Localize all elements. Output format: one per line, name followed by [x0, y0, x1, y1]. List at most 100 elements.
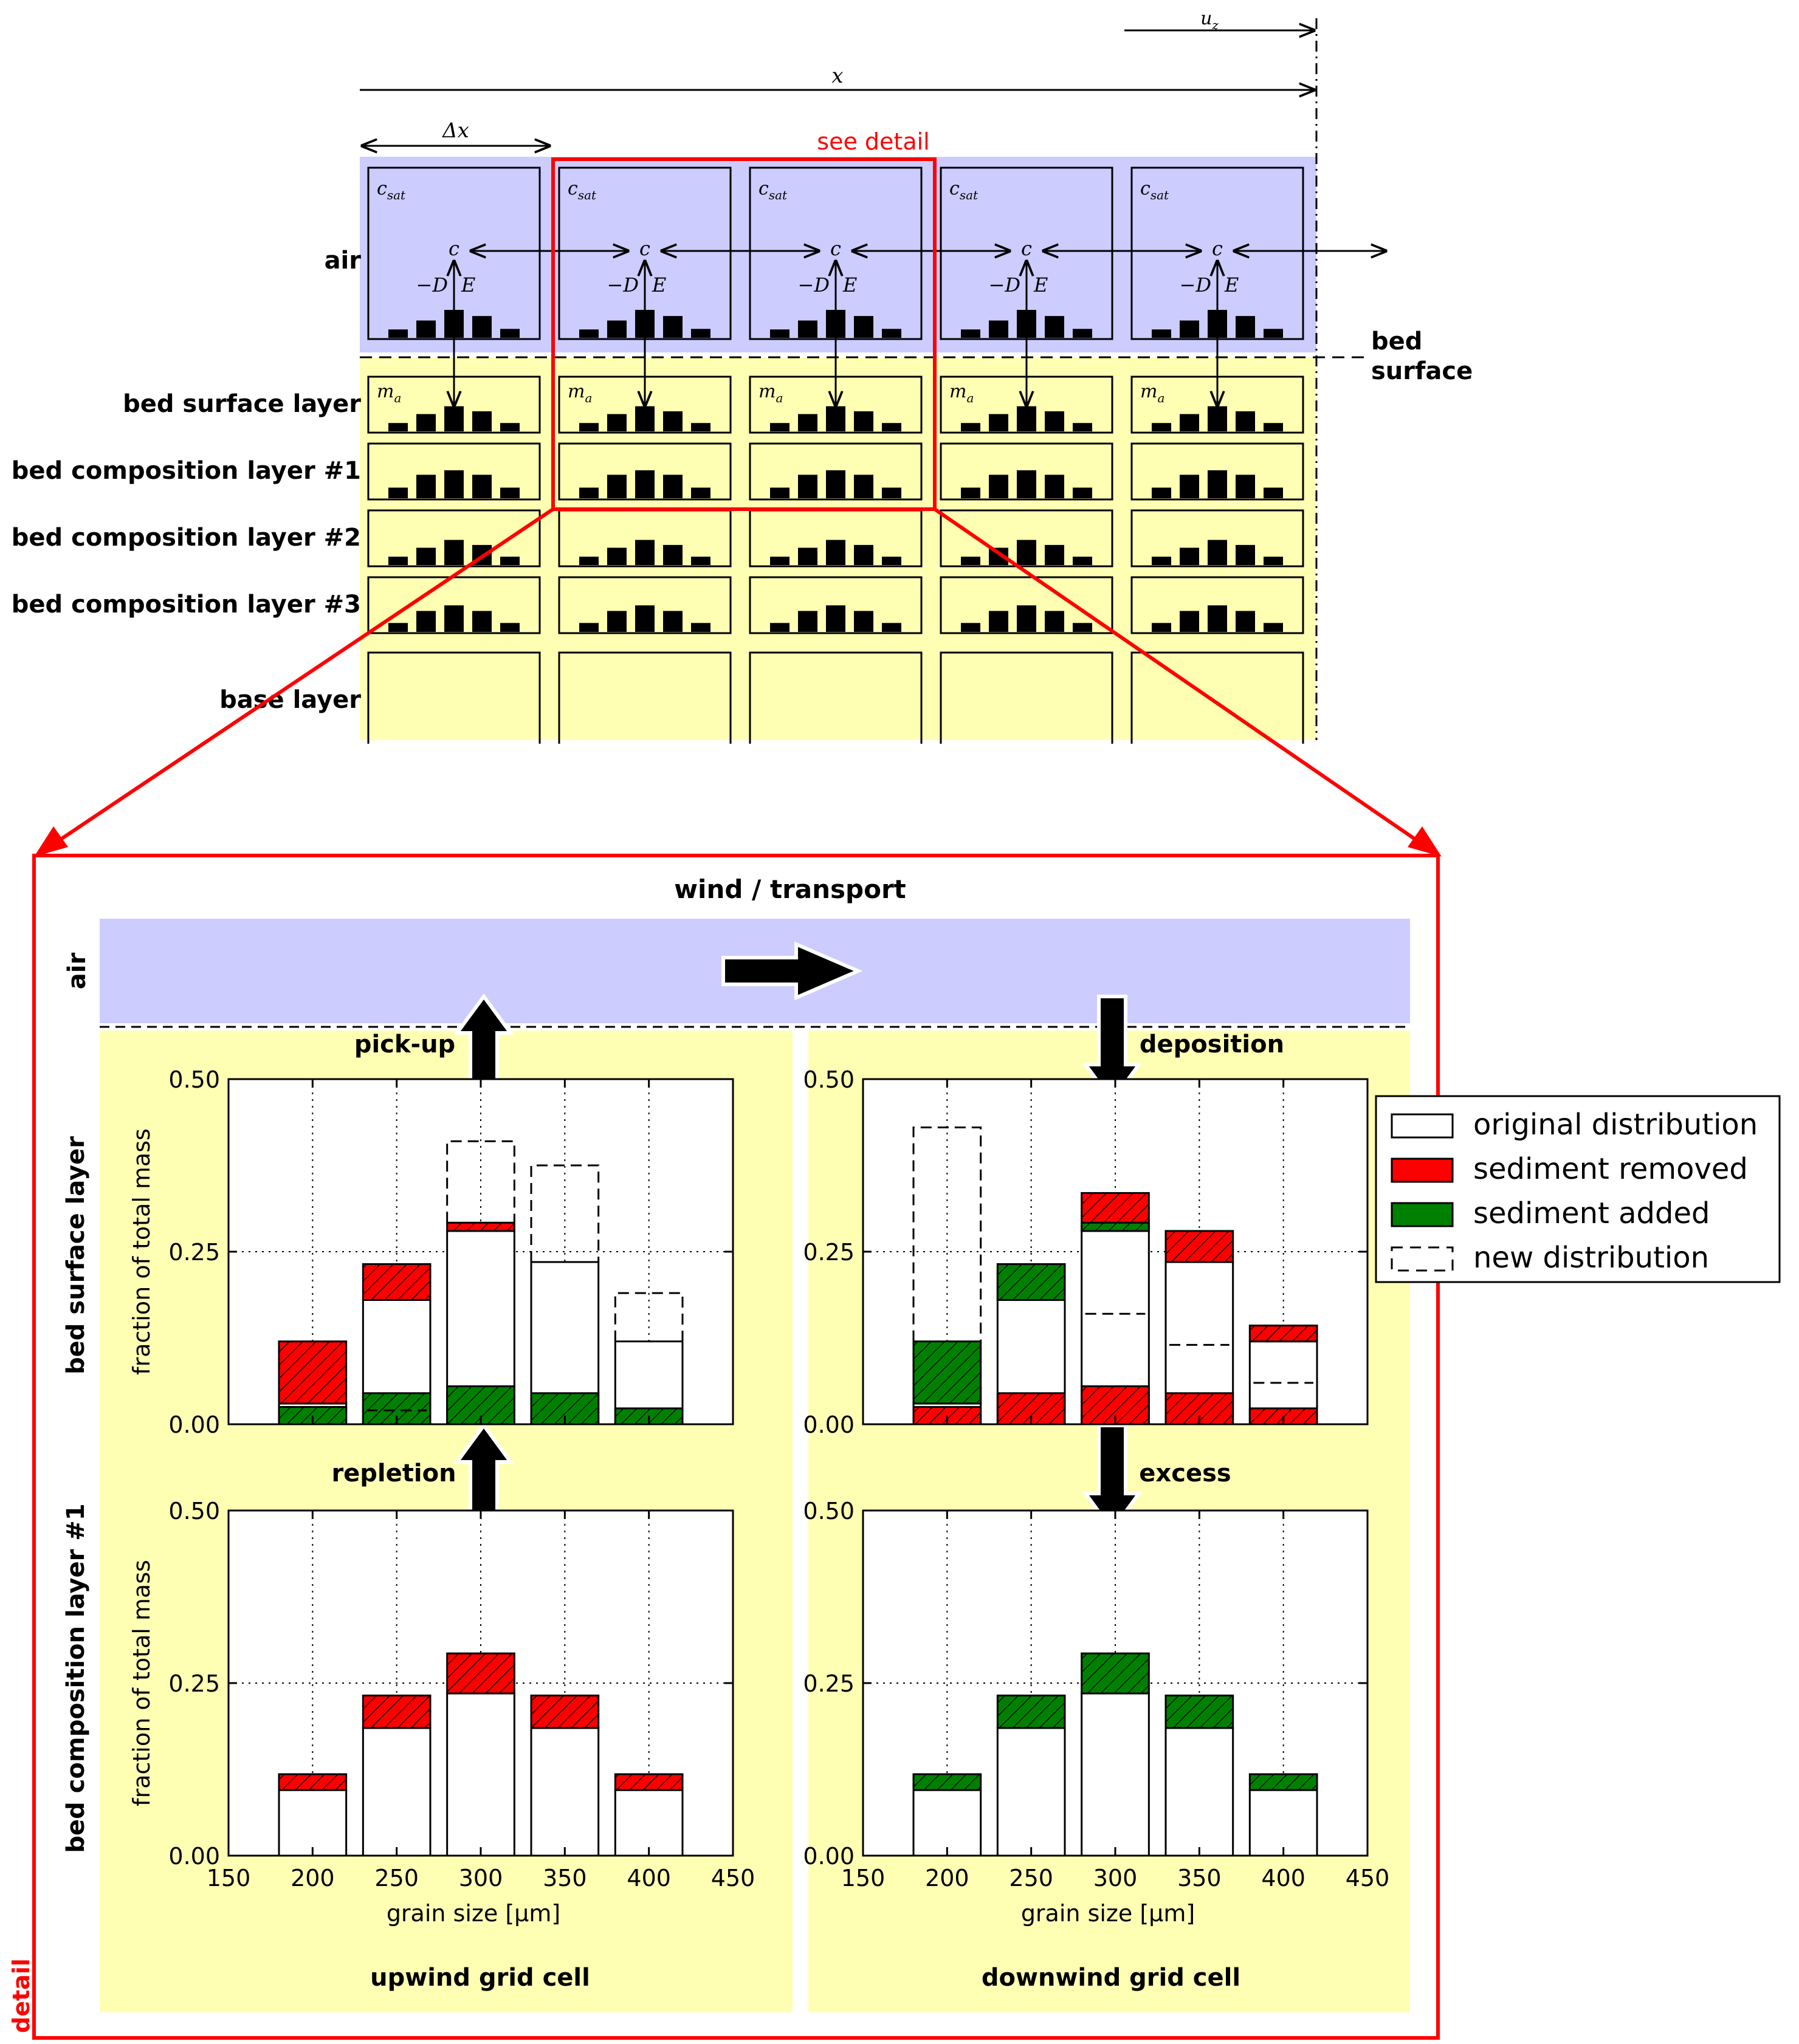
- mini-distribution-bar: [500, 423, 520, 431]
- x-tick-label: 150: [207, 1865, 251, 1891]
- mini-distribution-bar: [607, 547, 627, 565]
- x-tick-label: 450: [711, 1865, 755, 1891]
- mini-distribution-bar: [1236, 475, 1255, 498]
- mini-distribution-bar: [1208, 470, 1227, 498]
- mini-distribution-bar: [663, 316, 683, 338]
- y-tick-label: 0.25: [168, 1239, 220, 1266]
- y-tick-label: 0.00: [803, 1843, 855, 1870]
- mini-distribution-bar: [500, 329, 520, 338]
- y-tick-label: 0.25: [803, 1670, 855, 1697]
- mini-distribution-bar: [770, 423, 789, 431]
- mini-distribution-bar: [416, 547, 436, 565]
- mini-distribution-bar: [1045, 411, 1064, 431]
- comp3-cell: [749, 576, 923, 634]
- comp3-cell: [1130, 576, 1304, 634]
- row-label-composition-1: bed composition layer #1: [62, 1503, 90, 1853]
- concentration-label: c: [830, 237, 841, 260]
- mini-distribution-bar: [416, 475, 436, 498]
- mini-distribution-bar: [607, 611, 627, 632]
- csat-label: csat: [949, 178, 979, 202]
- concentration-label: c: [1021, 237, 1032, 260]
- bar-added-hatch: [1081, 1653, 1149, 1694]
- bar-added-hatch: [1081, 1223, 1149, 1231]
- bar-added-hatch: [997, 1264, 1065, 1300]
- mini-distribution-bar: [989, 320, 1008, 338]
- deposition-label: deposition: [1140, 1031, 1284, 1058]
- legend-label: original distribution: [1473, 1108, 1758, 1142]
- y-tick-label: 0.00: [168, 1411, 220, 1438]
- mini-distribution-bar: [798, 414, 817, 431]
- mini-distribution-bar: [770, 623, 789, 632]
- mini-distribution-bar: [882, 329, 901, 338]
- mini-distribution-bar: [472, 316, 492, 338]
- x-tick-label: 400: [1261, 1865, 1305, 1891]
- legend-label: new distribution: [1473, 1241, 1709, 1275]
- y-tick-label: 0.50: [168, 1066, 220, 1093]
- repletion-label: repletion: [331, 1459, 456, 1487]
- mini-distribution-bar: [663, 411, 683, 431]
- see-detail-highlight-box: [551, 157, 937, 511]
- bar-new-distribution: [614, 1292, 684, 1342]
- mini-distribution-bar: [770, 557, 789, 565]
- mini-distribution-bar: [1208, 605, 1227, 632]
- bar-removed-hatch: [363, 1695, 430, 1728]
- erosion-flux-label: E: [652, 273, 666, 297]
- detail-frame: [32, 854, 1440, 2040]
- mini-distribution-bar: [635, 406, 655, 431]
- deposition-flux-label: −D: [798, 273, 830, 297]
- y-tick-label: 0.25: [168, 1670, 220, 1697]
- x-tick-label: 300: [459, 1865, 503, 1891]
- mini-distribution-bar: [1073, 623, 1092, 632]
- bar-removed-hatch: [363, 1264, 430, 1300]
- mini-distribution-bar: [1208, 540, 1227, 565]
- mini-distribution-bar: [1264, 623, 1283, 632]
- mini-distribution-bar: [882, 557, 901, 565]
- x-label: x: [831, 64, 843, 88]
- bar-added-hatch: [997, 1695, 1065, 1728]
- x-tick-label: 200: [925, 1865, 969, 1891]
- comp1-cell: [367, 442, 541, 501]
- mini-distribution-bar: [691, 557, 710, 565]
- y-axis-label: fraction of total mass: [128, 1128, 155, 1375]
- mini-distribution-bar: [1236, 316, 1255, 338]
- chart-panel: 0.00 0.25 0.50 150 200 250 300 350 400 450 fractio…: [128, 1498, 755, 1927]
- chart-panel: 0.00 0.25 0.50 fraction of total mass: [128, 1066, 734, 1438]
- mini-distribution-bar: [1073, 329, 1092, 338]
- x-tick-label: 250: [374, 1865, 419, 1891]
- mini-distribution-bar: [1017, 406, 1036, 431]
- mini-distribution-bar: [826, 540, 845, 565]
- bar-original: [362, 1727, 432, 1857]
- mini-distribution-bar: [798, 320, 817, 338]
- mini-distribution-bar: [1152, 329, 1171, 338]
- mini-distribution-bar: [388, 623, 408, 632]
- mini-distribution-bar: [472, 411, 492, 431]
- base-layer-cell: [940, 651, 1113, 744]
- bar-removed-hatch: [1166, 1230, 1233, 1263]
- bar-removed-hatch: [447, 1223, 515, 1231]
- y-tick-label: 0.50: [803, 1066, 855, 1093]
- y-tick-label: 0.25: [803, 1239, 855, 1266]
- mini-distribution-bar: [1264, 487, 1283, 498]
- mini-distribution-bar: [635, 540, 655, 565]
- uz-label: uz: [1200, 8, 1219, 32]
- mini-distribution-bar: [1073, 557, 1092, 565]
- column-label-downwind: downwind grid cell: [982, 1964, 1240, 1992]
- layer-label-bed-surface: bed surface layer: [123, 390, 361, 418]
- y-tick-label: 0.50: [803, 1498, 855, 1524]
- mini-distribution-bar: [663, 611, 683, 632]
- bar-original: [530, 1727, 600, 1857]
- bed-surface-label: bed: [1371, 328, 1422, 355]
- mini-distribution-bar: [1045, 611, 1064, 632]
- y-tick-label: 0.00: [168, 1843, 220, 1870]
- bar-removed-hatch: [279, 1341, 346, 1404]
- bar-original: [912, 1789, 982, 1857]
- concentration-label: c: [1212, 237, 1223, 260]
- bar-new-distribution: [912, 1127, 982, 1342]
- mini-distribution-bar: [1017, 540, 1036, 565]
- legend-swatch: [1391, 1202, 1454, 1227]
- legend-swatch: [1391, 1157, 1454, 1183]
- pickup-label: pick-up: [354, 1031, 455, 1058]
- mini-distribution-bar: [607, 475, 627, 498]
- mini-distribution-bar: [1045, 316, 1064, 338]
